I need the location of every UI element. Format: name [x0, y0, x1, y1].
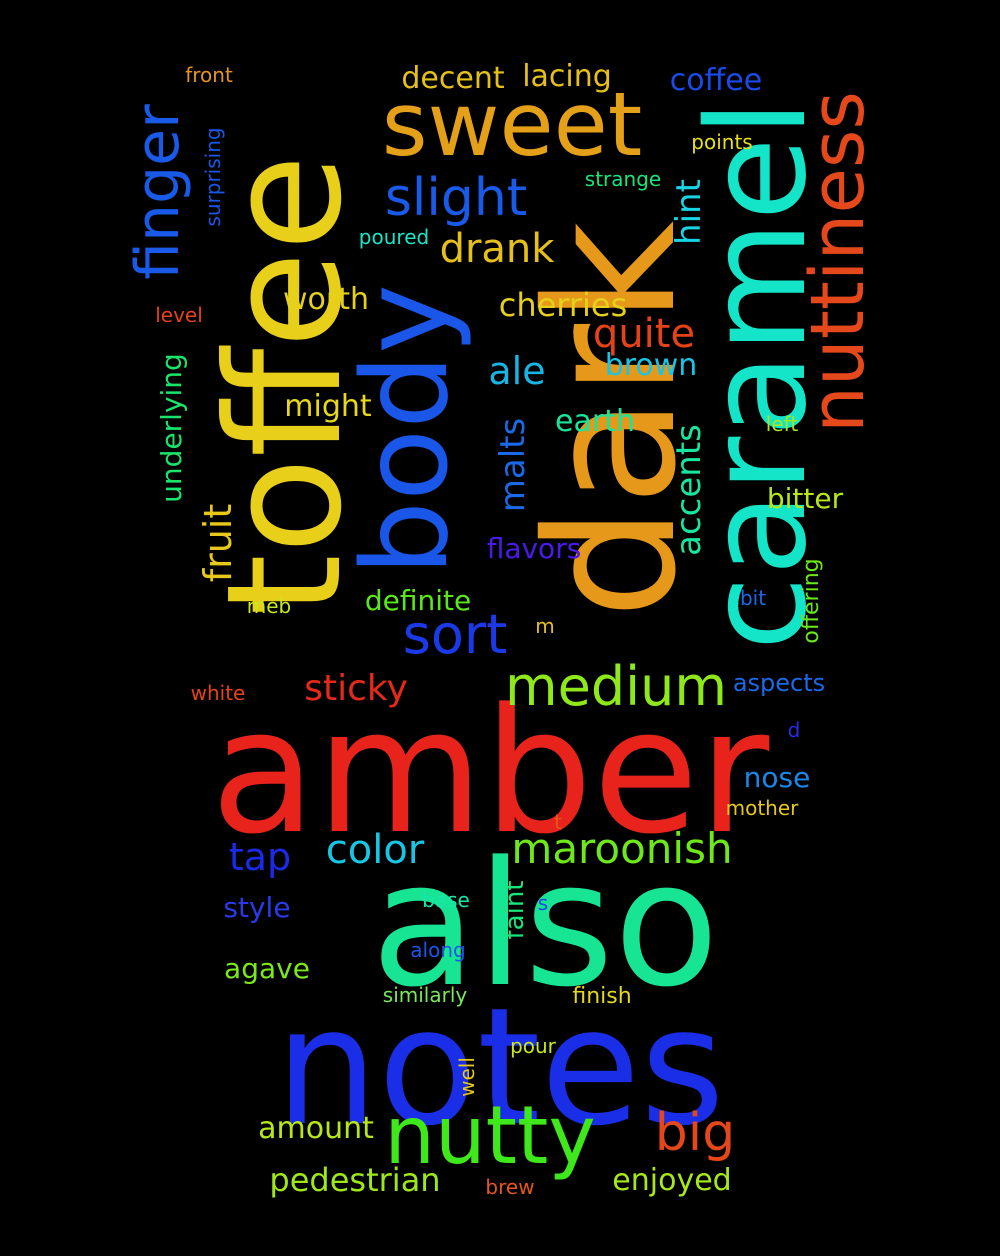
word-poured: poured — [358, 225, 430, 249]
word-finish: finish — [572, 984, 632, 1009]
word-bitter: bitter — [766, 482, 844, 515]
word-nuttiness: nuttiness — [795, 91, 881, 433]
word-body: body — [336, 284, 474, 576]
word-medium: medium — [505, 655, 727, 718]
word-left: left — [765, 412, 799, 436]
word-flavors: flavors — [486, 532, 582, 565]
word-earth: earth — [555, 404, 635, 439]
word-decent: decent — [401, 61, 505, 96]
word-lacing: lacing — [522, 59, 612, 94]
word-sweet: sweet — [381, 73, 643, 176]
word-might: might — [284, 389, 372, 424]
word-bit: bit — [739, 586, 767, 610]
word-mother: mother — [725, 796, 799, 820]
word-big: big — [654, 1103, 736, 1163]
word-pour: pour — [510, 1034, 556, 1058]
word-well: well — [455, 1057, 479, 1097]
word-agave: agave — [224, 952, 310, 985]
word-meb: meb — [246, 594, 292, 618]
word-along: along — [410, 938, 466, 962]
word-amount: amount — [258, 1111, 374, 1146]
word-sort: sort — [402, 603, 508, 666]
word-amber: amber — [210, 671, 770, 872]
word-s: s — [537, 891, 549, 915]
word-underlying: underlying — [155, 353, 188, 503]
word-nutty: nutty — [384, 1089, 596, 1182]
word-malts: malts — [493, 417, 533, 513]
word-m: m — [535, 614, 555, 638]
word-definite: definite — [364, 584, 472, 617]
word-sticky: sticky — [304, 668, 408, 709]
word-nose: nose — [743, 761, 811, 794]
word-aspects: aspects — [732, 669, 826, 697]
word-t: t — [554, 810, 562, 834]
word-hint: hint — [669, 179, 709, 245]
word-maroonish: maroonish — [511, 824, 733, 873]
word-color: color — [325, 827, 425, 873]
word-strange: strange — [584, 167, 662, 191]
word-cherries: cherries — [498, 286, 628, 324]
word-finger: finger — [123, 104, 193, 280]
word-brew: brew — [485, 1175, 535, 1199]
word-tap: tap — [228, 835, 292, 879]
word-notes: notes — [275, 974, 725, 1162]
word-brown: brown — [604, 348, 698, 383]
word-points: points — [691, 130, 753, 154]
word-drank: drank — [439, 226, 555, 272]
word-enjoyed: enjoyed — [612, 1163, 732, 1198]
word-coffee: coffee — [669, 63, 763, 98]
word-similarly: similarly — [382, 983, 468, 1007]
word-ale: ale — [488, 349, 546, 393]
word-also: also — [370, 824, 720, 1025]
word-front: front — [185, 63, 233, 87]
word-accents: accents — [669, 424, 709, 556]
word-fruit: fruit — [196, 503, 240, 583]
word-offering: offering — [799, 558, 824, 644]
word-surprising: surprising — [201, 127, 225, 227]
word-quite: quite — [592, 311, 696, 357]
word-level: level — [155, 303, 203, 327]
word-faint: faint — [500, 880, 530, 940]
word-slight: slight — [384, 168, 528, 228]
word-style: style — [223, 891, 291, 924]
word-base: base — [422, 888, 470, 912]
word-white: white — [190, 681, 246, 705]
word-d: d — [787, 718, 801, 742]
word-pedestrian: pedestrian — [269, 1161, 441, 1199]
word-worth: worth — [282, 282, 370, 317]
